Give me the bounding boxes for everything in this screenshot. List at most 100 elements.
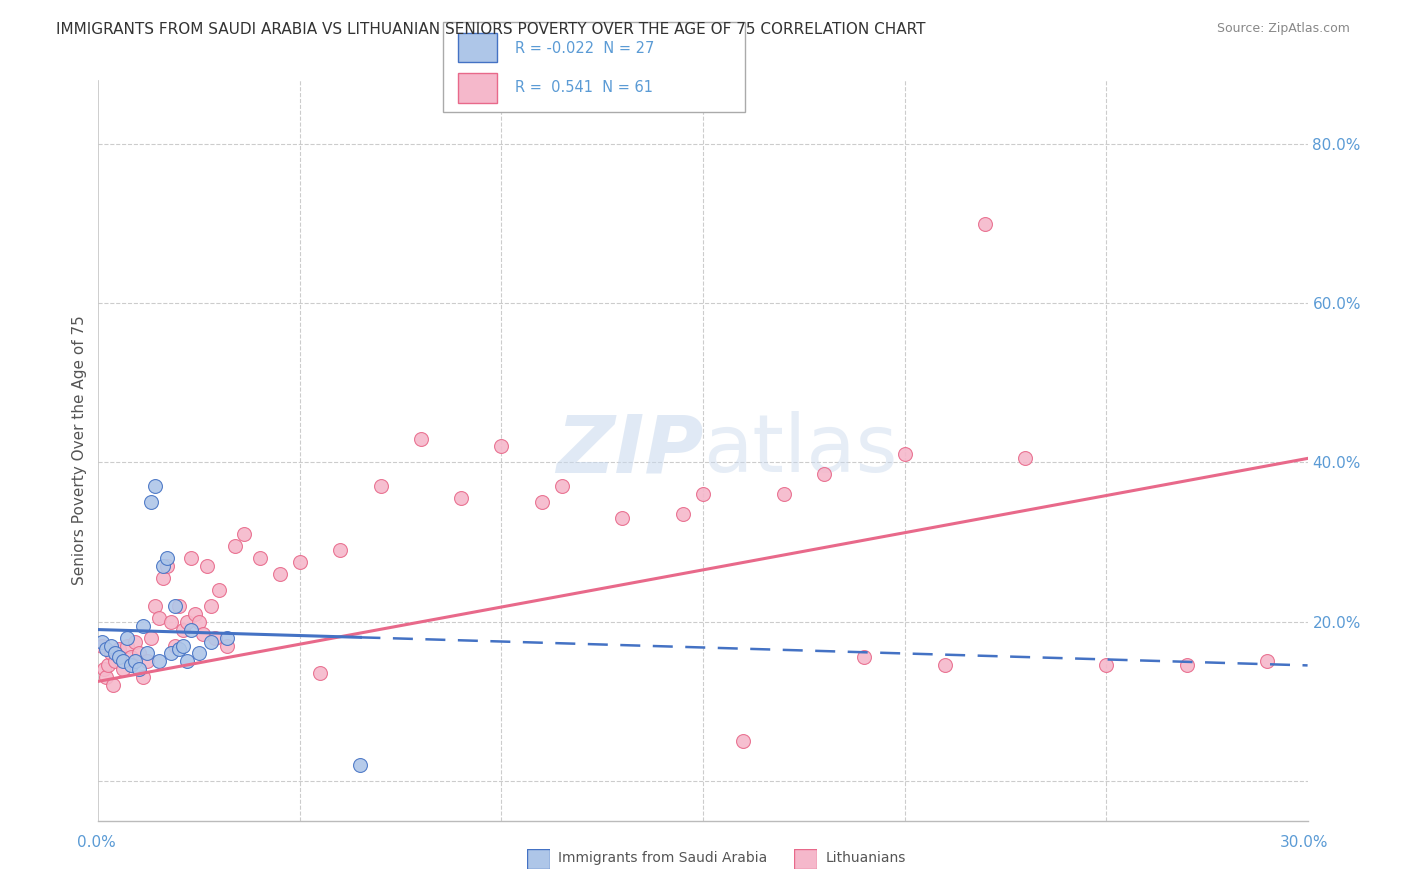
- Point: [176, 615, 198, 629]
- Text: Source: ZipAtlas.com: Source: ZipAtlas.com: [1216, 22, 1350, 36]
- Point: [100, 639, 122, 653]
- Point: [135, 655, 157, 669]
- Text: R = -0.022  N = 27: R = -0.022 N = 27: [516, 41, 655, 55]
- Point: [100, 647, 122, 661]
- Point: [200, 599, 222, 613]
- Point: [1014, 451, 1036, 466]
- Point: [128, 662, 150, 676]
- Point: [208, 582, 231, 597]
- Point: [204, 631, 226, 645]
- Point: [772, 487, 794, 501]
- Point: [853, 650, 876, 665]
- Point: [167, 642, 190, 657]
- Point: [91, 639, 114, 653]
- Point: [103, 647, 125, 661]
- Point: [733, 734, 755, 748]
- Point: [124, 634, 146, 648]
- Point: [152, 571, 174, 585]
- Point: [111, 662, 134, 676]
- Point: [370, 479, 392, 493]
- Point: [329, 543, 352, 558]
- Point: [180, 550, 202, 565]
- Point: [530, 495, 553, 509]
- Point: [120, 658, 142, 673]
- Point: [551, 479, 574, 493]
- Point: [269, 566, 291, 581]
- Point: [309, 666, 332, 681]
- Point: [132, 618, 155, 632]
- Point: [93, 662, 115, 676]
- Point: [172, 639, 194, 653]
- Point: [156, 558, 179, 573]
- Point: [103, 655, 125, 669]
- Point: [160, 647, 183, 661]
- Point: [152, 558, 174, 573]
- Text: IMMIGRANTS FROM SAUDI ARABIA VS LITHUANIAN SENIORS POVERTY OVER THE AGE OF 75 CO: IMMIGRANTS FROM SAUDI ARABIA VS LITHUANI…: [56, 22, 925, 37]
- Point: [893, 447, 915, 461]
- Y-axis label: Seniors Poverty Over the Age of 75: Seniors Poverty Over the Age of 75: [72, 316, 87, 585]
- Point: [135, 647, 157, 661]
- Point: [288, 555, 311, 569]
- Point: [974, 217, 997, 231]
- Point: [163, 599, 186, 613]
- Point: [672, 507, 695, 521]
- Point: [139, 631, 162, 645]
- Point: [111, 655, 134, 669]
- Point: [450, 491, 472, 506]
- Point: [96, 670, 118, 684]
- Point: [124, 655, 146, 669]
- Point: [148, 610, 170, 624]
- Point: [128, 647, 150, 661]
- Point: [96, 642, 118, 657]
- Text: Lithuanians: Lithuanians: [825, 851, 905, 865]
- Point: [409, 432, 432, 446]
- Point: [163, 639, 186, 653]
- Point: [813, 467, 835, 482]
- Point: [160, 615, 183, 629]
- Point: [188, 615, 211, 629]
- Point: [107, 642, 129, 657]
- Point: [176, 655, 198, 669]
- Point: [115, 639, 138, 653]
- Point: [91, 634, 114, 648]
- Bar: [458, 33, 498, 62]
- Point: [132, 670, 155, 684]
- FancyBboxPatch shape: [443, 22, 745, 112]
- Point: [1175, 658, 1198, 673]
- Point: [107, 650, 129, 665]
- Point: [224, 539, 246, 553]
- Bar: [458, 73, 498, 103]
- Text: 30.0%: 30.0%: [1281, 836, 1329, 850]
- Point: [184, 607, 207, 621]
- Point: [1256, 655, 1278, 669]
- Point: [143, 479, 166, 493]
- Text: atlas: atlas: [703, 411, 897, 490]
- Point: [349, 758, 371, 772]
- Point: [167, 599, 190, 613]
- Text: Immigrants from Saudi Arabia: Immigrants from Saudi Arabia: [558, 851, 768, 865]
- Point: [120, 650, 142, 665]
- Point: [97, 658, 120, 673]
- Point: [193, 626, 215, 640]
- Point: [101, 678, 124, 692]
- Point: [217, 639, 239, 653]
- Point: [692, 487, 714, 501]
- Point: [200, 634, 222, 648]
- Text: ZIP: ZIP: [555, 411, 703, 490]
- Text: 0.0%: 0.0%: [77, 836, 117, 850]
- Point: [115, 631, 138, 645]
- Point: [612, 511, 634, 525]
- Point: [217, 631, 239, 645]
- Point: [232, 527, 254, 541]
- Point: [249, 550, 271, 565]
- Point: [139, 495, 162, 509]
- Point: [1095, 658, 1118, 673]
- Text: R =  0.541  N = 61: R = 0.541 N = 61: [516, 80, 654, 95]
- Point: [172, 623, 194, 637]
- Point: [156, 550, 179, 565]
- Point: [934, 658, 956, 673]
- Point: [148, 655, 170, 669]
- Point: [188, 647, 211, 661]
- Point: [143, 599, 166, 613]
- Point: [195, 558, 218, 573]
